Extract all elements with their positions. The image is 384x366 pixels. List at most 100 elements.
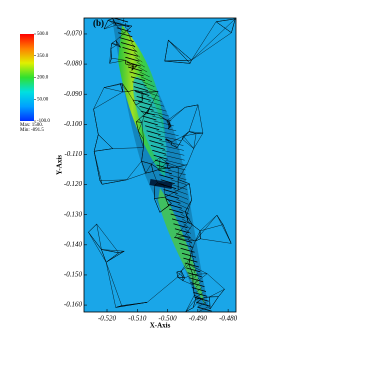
mesh-edge [176,270,182,273]
mesh-edge [186,233,192,239]
mesh-edge [185,307,194,312]
mesh-edge [154,159,170,165]
mesh-edge [122,83,129,92]
mesh-edge [167,203,182,209]
mesh-edge [189,60,192,64]
mesh-edge [159,167,168,170]
mesh-edge [186,199,192,216]
mesh-edge [132,81,147,87]
y-tick-label: -0.140 [64,240,83,248]
mesh-edge [167,169,186,176]
y-tick-label: -0.130 [64,210,83,218]
mesh-edge [138,130,144,148]
mesh-edge [168,40,191,64]
mesh-edge [192,299,196,308]
mesh-edge [103,24,117,30]
mesh-edge [139,105,154,111]
mesh-edge [195,238,201,242]
mesh-edge [110,48,112,59]
mesh-edge [194,272,198,278]
y-tick-label: -0.100 [64,120,83,128]
mesh-edge [132,64,134,68]
mesh-edge [193,132,204,149]
mesh-edge [170,213,185,219]
mesh-edge [138,122,143,132]
mesh-edge [136,96,151,101]
mesh-edge [192,273,208,275]
mesh-edge [174,194,189,200]
mesh-edge [168,121,172,127]
mesh-edge [116,27,131,33]
mesh-edge [94,148,113,152]
mesh-edge [181,218,191,225]
mesh-edge [173,223,188,229]
mesh-edge [164,194,180,199]
mesh-edge [165,189,179,198]
mesh-edge [96,223,119,253]
mesh-edge [128,66,143,72]
mesh-edge [120,42,136,47]
mesh-edge [195,287,203,293]
mesh-edge [168,40,192,61]
mesh-edge [131,65,138,71]
mesh-edge [168,121,170,129]
mesh-edge [162,150,185,156]
mesh-edge [153,154,168,160]
mesh-edge [191,240,196,253]
mesh-edge [141,114,145,123]
mesh-edge [88,223,97,233]
mesh-edge [136,121,143,123]
mesh-edge [88,232,102,250]
mesh-edge [209,296,211,310]
mesh-edge [170,179,187,185]
mesh-edge [185,211,189,222]
mesh-edge [126,172,146,180]
mesh-edge [165,159,186,166]
x-tick-label: -0.490 [189,315,208,323]
mesh-edge [190,282,205,287]
mesh-edge [88,232,107,263]
mesh-edge [209,289,225,298]
mesh-edge [112,147,144,149]
mesh-edge [207,273,225,290]
mesh-edge [145,91,160,97]
x-axis-label: X-Axis [150,322,171,330]
mesh-edge [179,243,194,248]
mesh-edge [199,214,218,231]
mesh-edge [176,199,189,205]
mesh-edge [164,40,169,62]
mesh-edge [102,179,127,185]
mesh-edge [135,104,145,115]
mesh-edge [93,151,101,181]
mesh-lines [88,18,236,312]
mesh-edge [176,271,185,279]
mesh-edge [196,292,204,298]
lens-lower [158,188,205,305]
mesh-edge [156,164,171,170]
mesh-edge [218,289,225,297]
mesh-edge [111,40,117,44]
mesh-edge [188,251,192,265]
mesh-edge [146,96,162,102]
mesh-edge [184,224,193,237]
mesh-edge [132,99,137,106]
mesh-edge [216,215,224,225]
mesh-edge [171,135,184,143]
mesh-edge [126,27,129,33]
mesh-edge [101,249,107,263]
mesh-edge [160,179,175,185]
mesh-edge [140,76,153,82]
mesh-edge [172,184,188,190]
mesh-edge [177,238,192,243]
mesh-edge [154,182,158,186]
mesh-edge [169,208,184,214]
mesh-edge [163,155,185,161]
mesh-edge [120,83,124,92]
mesh-edge [159,162,168,170]
mesh-edge [135,57,143,63]
mesh-edge [187,272,202,278]
mesh-edge [109,60,126,64]
lens-core [133,77,167,163]
mesh-edge [193,133,197,149]
